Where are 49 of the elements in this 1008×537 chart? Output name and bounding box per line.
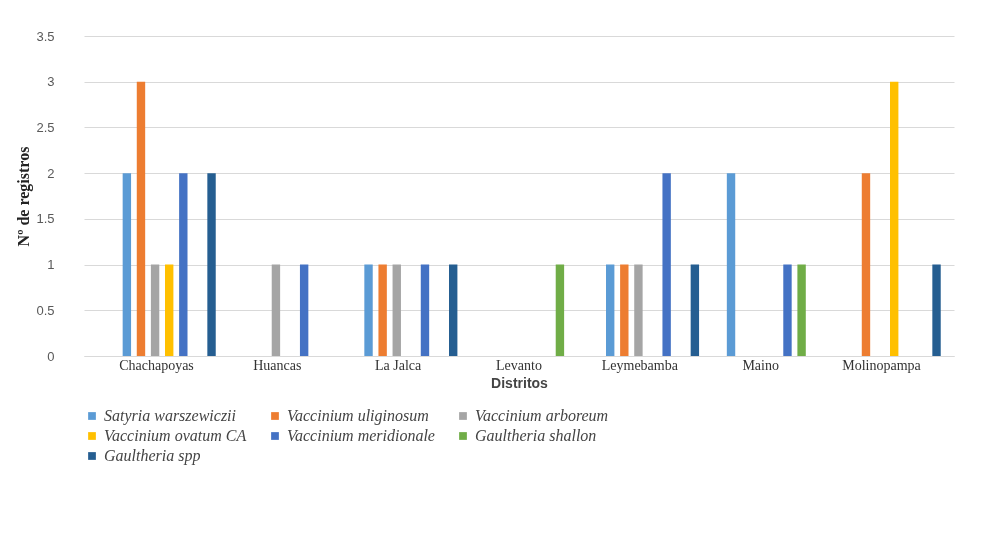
bar (392, 264, 401, 356)
bar (299, 264, 309, 356)
x-tick-label: Huancas (253, 357, 302, 373)
bar (207, 173, 216, 356)
y-tick-label: 2.5 (36, 119, 55, 135)
legend-label: Vaccinium arboreum (475, 407, 609, 424)
x-axis-title: Distritos (491, 374, 549, 391)
bar (861, 173, 871, 356)
y-tick-label: 3 (47, 74, 55, 90)
y-tick-label: 1.5 (36, 211, 55, 227)
bar (150, 264, 160, 356)
legend-label: Vaccinium uliginosum (287, 407, 429, 425)
x-tick-label: Molinopampa (842, 357, 922, 373)
y-tick-label: 0 (47, 348, 55, 364)
legend-label: Vaccinium meridionale (287, 427, 435, 444)
y-tick-label: 0.5 (36, 302, 55, 318)
bar (420, 264, 430, 356)
x-tick-label: Levanto (496, 357, 542, 373)
bar (932, 264, 941, 356)
x-tick-label: Leymebamba (601, 357, 679, 373)
bar (606, 264, 615, 356)
bar (690, 264, 700, 356)
bar (165, 264, 174, 356)
bar (726, 173, 736, 356)
bar (797, 264, 806, 356)
legend-label: Gaultheria spp (104, 447, 201, 465)
bar (620, 264, 629, 356)
bar (122, 173, 132, 356)
bar (555, 264, 565, 356)
y-tick-label: 1 (47, 257, 55, 273)
legend-label: Vaccinium ovatum CA (104, 427, 247, 444)
bar (179, 173, 188, 356)
bar (378, 264, 387, 356)
bar (136, 81, 146, 356)
bar (449, 264, 458, 356)
legend-label: Gaultheria shallon (475, 427, 597, 444)
y-tick-label: 2 (47, 165, 55, 181)
y-tick-label: 3.5 (36, 28, 55, 44)
bar (634, 264, 643, 356)
x-tick-label: Maino (742, 357, 779, 373)
bar (364, 264, 373, 356)
legend-label: Satyria warszewiczii (104, 407, 237, 425)
bar (783, 264, 792, 356)
bar (271, 264, 281, 356)
x-tick-label: La Jalca (375, 357, 423, 373)
y-axis-title: Nº de registros (15, 146, 34, 247)
x-tick-label: Chachapoyas (119, 357, 194, 373)
bar (890, 81, 899, 356)
bar (662, 173, 671, 356)
